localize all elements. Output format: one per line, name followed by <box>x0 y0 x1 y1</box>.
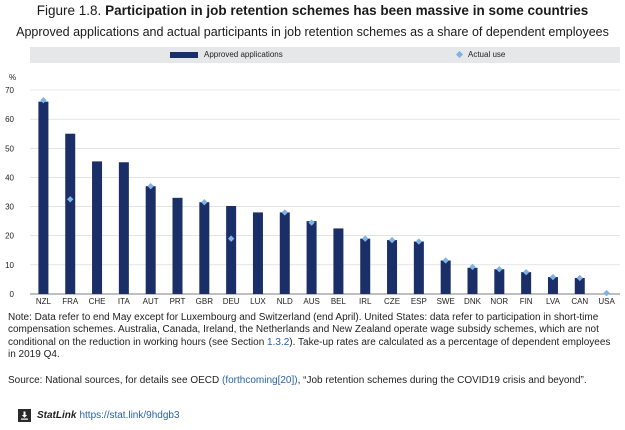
marker-NZL <box>40 97 47 104</box>
x-tick-label: LUX <box>250 297 266 306</box>
bar-BEL <box>333 228 344 294</box>
x-tick-label: DNK <box>464 297 482 306</box>
figure-subtitle: Approved applications and actual partici… <box>16 25 609 39</box>
bar-chart: % 0 10 20 30 40 50 60 70 NZL FRA CHE ITA AUT PRT GBR DEU… <box>5 73 620 306</box>
bar-NLD <box>279 212 290 294</box>
bar-NOR <box>494 269 505 294</box>
x-tick-label: PRT <box>170 297 186 306</box>
legend-bar-swatch <box>170 52 198 58</box>
bar-DEU <box>226 205 237 294</box>
bar-ESP <box>413 241 424 294</box>
marker-AUS <box>308 219 315 226</box>
marker-ESP <box>415 238 423 245</box>
y-tick-label: 50 <box>5 144 14 153</box>
bar-FRA <box>65 133 76 294</box>
y-axis-label: % <box>9 73 16 82</box>
x-tick-label: CHE <box>89 297 106 306</box>
bar-CHE <box>92 161 103 294</box>
statlink-label: StatLink <box>37 410 77 421</box>
legend-label-actual: Actual use <box>468 50 506 59</box>
x-tick-label: BEL <box>331 297 347 306</box>
bar-AUS <box>306 221 317 294</box>
statlink[interactable]: StatLink https://stat.link/9hdgb3 <box>18 409 180 422</box>
y-tick-label: 10 <box>5 261 14 270</box>
x-tick-label: AUS <box>303 297 319 306</box>
x-tick-label: GBR <box>196 297 214 306</box>
marker-USA <box>603 289 610 297</box>
bar-GBR <box>199 202 210 294</box>
x-tick-label: ESP <box>411 297 427 306</box>
x-tick-label: USA <box>598 297 615 306</box>
bar-FIN <box>521 272 532 294</box>
x-tick-label: SWE <box>437 297 455 306</box>
note-text: Note: Data refer to end May except for L… <box>8 312 599 348</box>
legend-label-approved: Approved applications <box>204 50 283 59</box>
marker-NLD <box>281 209 288 216</box>
bar-CAN <box>574 277 585 294</box>
y-tick-label: 20 <box>5 232 14 241</box>
marker-DNK <box>469 263 476 271</box>
legend-diamond-swatch <box>455 50 464 59</box>
x-tick-label: DEU <box>223 297 240 306</box>
x-tick-label: IRL <box>359 297 372 306</box>
y-tick-label: 40 <box>5 173 14 182</box>
x-tick-label: NLD <box>277 297 293 306</box>
x-tick-label: ITA <box>118 297 131 306</box>
bar-LUX <box>252 212 263 294</box>
marker-GBR <box>201 199 208 206</box>
bar-DNK <box>467 267 478 294</box>
x-tick-label: FRA <box>62 297 79 306</box>
note-text-end: ). Take-up rates are calculated as a per… <box>8 336 611 360</box>
marker-IRL <box>362 235 369 242</box>
x-tick-label: FIN <box>520 297 533 306</box>
x-tick-label: CZE <box>384 297 400 306</box>
y-tick-label: 30 <box>5 203 14 212</box>
x-tick-label: AUT <box>143 297 159 306</box>
marker-FIN <box>522 268 530 276</box>
bar-PRT <box>172 197 183 294</box>
source-title: , “Job retention schemes during the COVI… <box>297 375 587 386</box>
download-icon[interactable] <box>18 409 31 422</box>
bar-SWE <box>440 260 451 294</box>
x-tick-label: NZL <box>36 297 52 306</box>
y-tick-label: 60 <box>5 115 14 124</box>
marker-DEU <box>227 235 235 242</box>
figure-title: Figure 1.8. Participation in job retenti… <box>0 3 625 18</box>
source-text: Source: National sources, for details se… <box>8 375 220 386</box>
marker-NOR <box>496 266 503 273</box>
figure-number: Figure 1.8. <box>36 3 102 18</box>
x-tick-label: CAN <box>571 297 588 306</box>
bar-AUT <box>145 186 156 294</box>
marker-CAN <box>576 274 583 282</box>
marker-CZE <box>388 236 396 244</box>
x-tick-label: NOR <box>490 297 508 306</box>
bar-ITA <box>118 162 129 294</box>
figure-note: Note: Data refer to end May except for L… <box>8 312 618 361</box>
statlink-url[interactable]: https://stat.link/9hdgb3 <box>79 410 180 421</box>
marker-AUT <box>147 182 154 190</box>
bar-LVA <box>547 277 558 294</box>
marker-FRA <box>67 196 74 203</box>
marker-SWE <box>442 257 449 264</box>
bar-CZE <box>387 240 398 294</box>
bar-IRL <box>360 238 371 294</box>
marker-LVA <box>549 273 557 281</box>
y-tick-label: 0 <box>10 290 15 299</box>
section-link[interactable]: 1.3.2 <box>267 336 290 348</box>
y-tick-label: 70 <box>5 86 14 95</box>
chart-legend: Approved applications Actual use <box>30 47 620 63</box>
figure-source: Source: National sources, for details se… <box>8 375 618 387</box>
bar-NZL <box>38 101 49 295</box>
x-tick-label: LVA <box>546 297 561 306</box>
source-reference-link[interactable]: (forthcoming[20]) <box>222 375 298 386</box>
figure-title-text: Participation in job retention schemes h… <box>105 3 589 18</box>
